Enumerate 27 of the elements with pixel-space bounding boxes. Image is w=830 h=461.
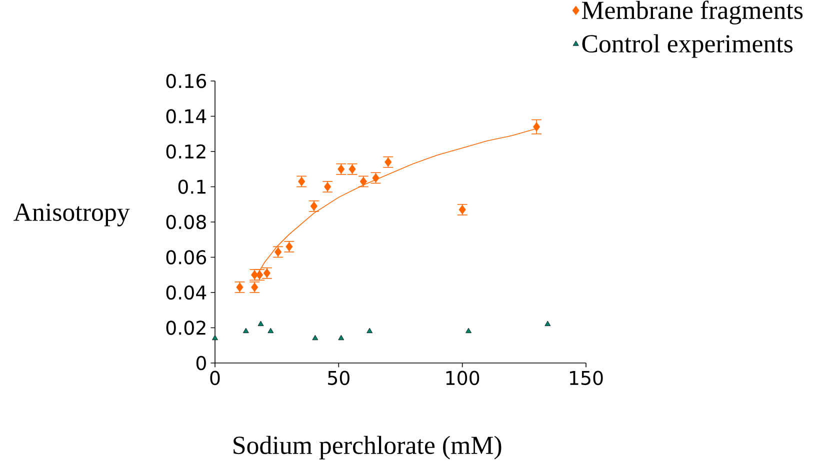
point <box>544 320 551 326</box>
point <box>338 334 344 340</box>
legend-label: Control experiments <box>582 34 793 58</box>
y-axis-title: Anisotropy <box>14 204 130 226</box>
y-tick-label: 0.1 <box>178 180 206 194</box>
point <box>212 334 218 340</box>
point <box>242 328 249 334</box>
y-tick-label: 0.02 <box>166 320 206 335</box>
x-tick-label: 50 <box>328 370 350 386</box>
point <box>366 328 373 334</box>
x-tick-label: 150 <box>570 370 603 386</box>
y-tick-label: 0.12 <box>166 144 206 159</box>
point <box>466 328 472 334</box>
point <box>312 334 318 340</box>
y-tick-label: 0.06 <box>166 250 206 264</box>
y-tick-label: 0.04 <box>166 285 206 300</box>
y-tick-label: 0.16 <box>166 74 206 88</box>
x-tick-label: 100 <box>446 370 480 386</box>
point <box>268 328 274 334</box>
y-tick-label: 0 <box>196 356 206 370</box>
point <box>258 320 264 326</box>
legend-label: Membrane fragments <box>582 0 803 24</box>
point <box>532 122 540 132</box>
x-tick-label: 0 <box>210 370 220 386</box>
y-tick-label: 0.08 <box>166 214 206 230</box>
x-axis-title: Sodium perchlorate (mM) <box>234 436 502 460</box>
y-tick-label: 0.14 <box>166 109 206 124</box>
